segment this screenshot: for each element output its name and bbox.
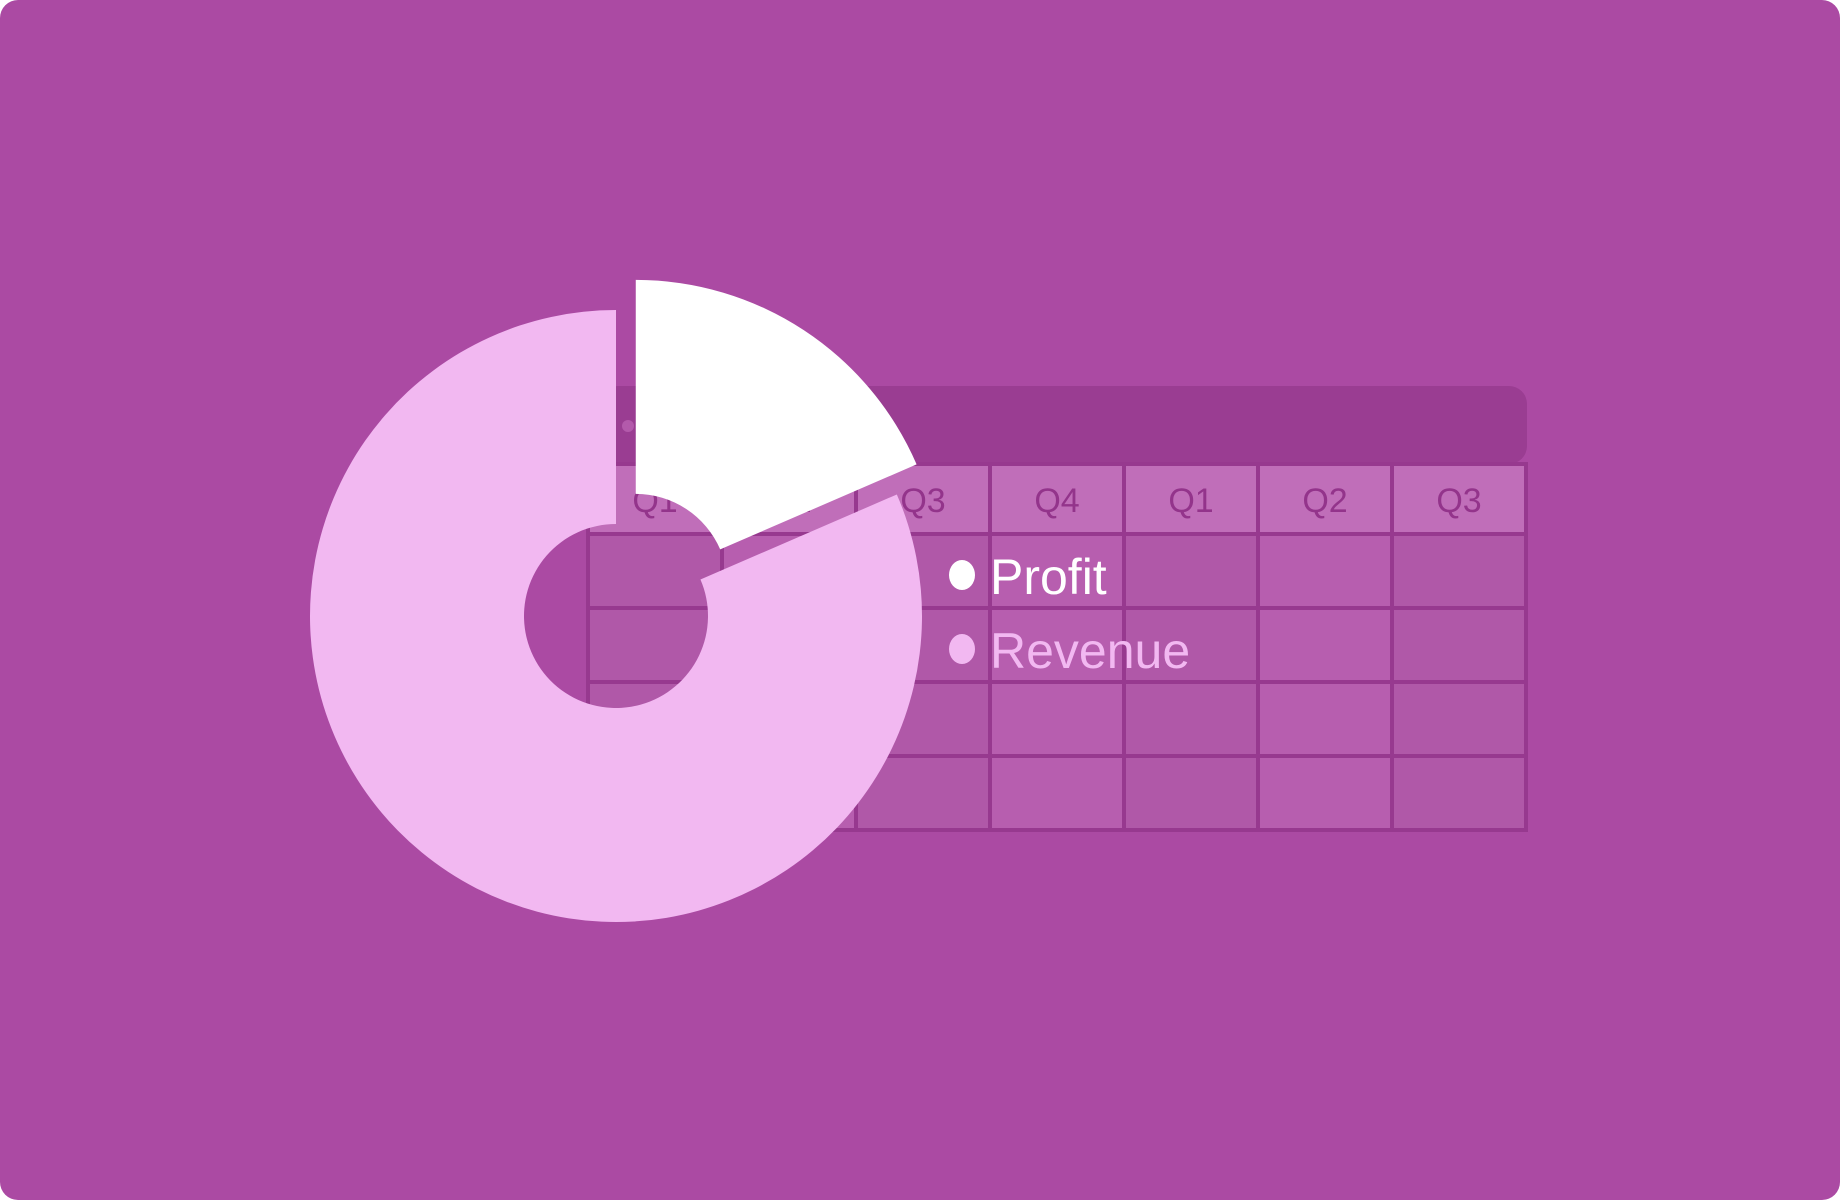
- table-cell: [1390, 680, 1528, 758]
- table-cell: [1256, 680, 1394, 758]
- table-header-label: Q3: [900, 482, 945, 520]
- table-header-label: Q3: [1436, 482, 1481, 520]
- legend-marker-profit: [949, 560, 975, 590]
- table-header-cell: [988, 462, 1126, 536]
- table-window-dot: [622, 420, 634, 432]
- table-cell: [988, 754, 1126, 832]
- table-header-cell: [1390, 462, 1528, 536]
- table-header-cell: [1122, 462, 1260, 536]
- table-cell: [988, 680, 1126, 758]
- table-header-label: Q2: [1302, 482, 1347, 520]
- table-cell: [1122, 754, 1260, 832]
- legend: Profit Revenue: [949, 549, 1190, 679]
- table-cell: [988, 532, 1126, 610]
- table-cell: [586, 532, 724, 610]
- donut-slices: [310, 279, 922, 922]
- legend-label-revenue: Revenue: [990, 623, 1190, 679]
- donut-slice-profit: [635, 279, 917, 550]
- legend-marker-revenue: [949, 634, 975, 664]
- table-header-cell: [1256, 462, 1394, 536]
- table-cell: [1390, 532, 1528, 610]
- table-header-label: Q1: [1168, 482, 1213, 520]
- table-cell: [1122, 532, 1260, 610]
- donut-slice-revenue: [310, 310, 922, 922]
- table-cell: [1256, 606, 1394, 684]
- table-cell: [1390, 754, 1528, 832]
- table-cell: [1122, 680, 1260, 758]
- table-cell: [1256, 532, 1394, 610]
- table-cell: [1390, 606, 1528, 684]
- legend-label-profit: Profit: [990, 549, 1107, 605]
- table-header-label: Q4: [1034, 482, 1079, 520]
- table-cell: [1256, 754, 1394, 832]
